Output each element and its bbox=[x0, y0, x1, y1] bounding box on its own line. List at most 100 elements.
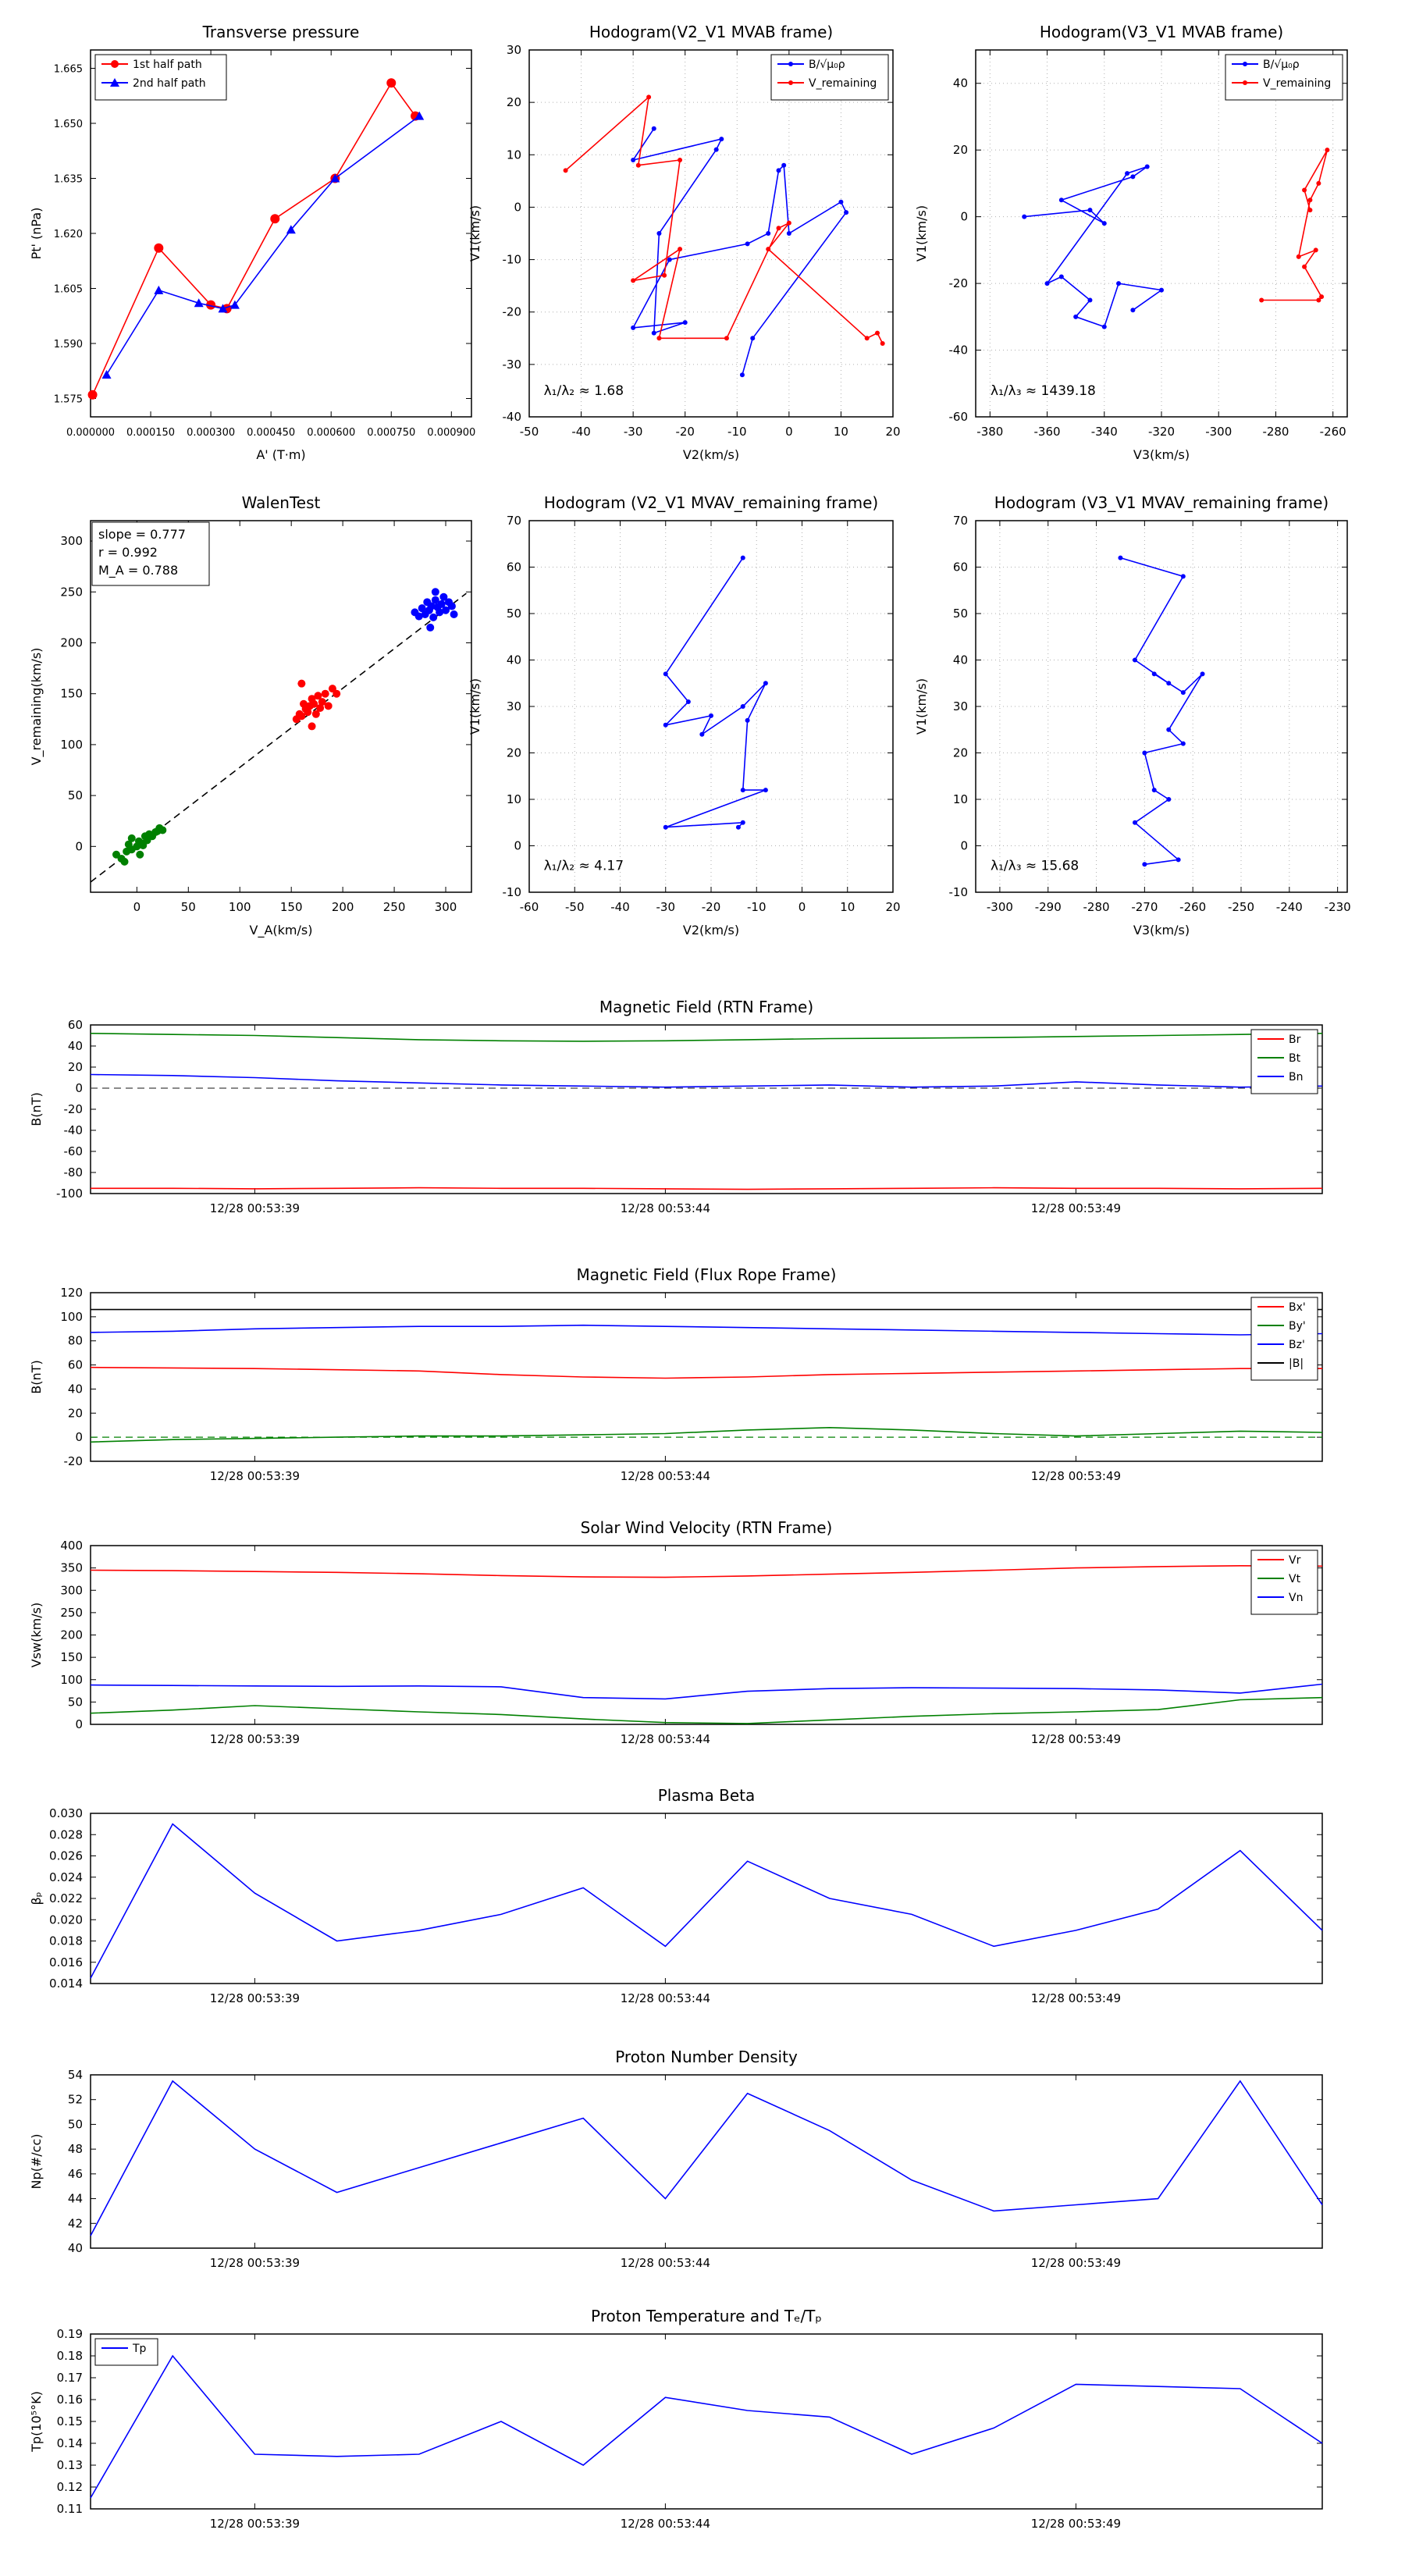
axes-frame bbox=[90, 1813, 1323, 1984]
marker-b-hodogram bbox=[786, 231, 791, 236]
marker-second-half-path bbox=[414, 111, 425, 120]
marker-cluster-red bbox=[316, 703, 325, 712]
x-tick-label: 0.000600 bbox=[307, 427, 355, 439]
y-tick-label: 30 bbox=[507, 699, 521, 713]
marker-v-remaining-hodogram bbox=[1302, 264, 1307, 269]
y-tick-label: 0 bbox=[514, 839, 521, 853]
legend-label: |B| bbox=[1289, 1357, 1304, 1370]
marker-v-remaining-hodogram bbox=[631, 278, 636, 283]
y-tick-label: 44 bbox=[68, 2192, 83, 2206]
marker-b-hodogram bbox=[766, 231, 771, 236]
y-tick-label: 50 bbox=[68, 2117, 83, 2131]
plot-title: Hodogram(V2_V1 MVAB frame) bbox=[589, 23, 833, 41]
y-tick-label: 0.022 bbox=[49, 1891, 83, 1905]
marker-b-hodogram bbox=[1058, 274, 1064, 279]
y-axis-label: B(nT) bbox=[29, 1092, 44, 1126]
series-b-hodogram bbox=[1024, 165, 1164, 328]
marker-b-hodogram bbox=[838, 199, 844, 205]
plot-hodogram-v3v1-mvav: -300 -290 -280 -270 -260 -250 -240 -230 -10 0 10 20… bbox=[914, 493, 1351, 938]
legend-label: Bz' bbox=[1289, 1339, 1305, 1351]
x-axis-label: A' (T·m) bbox=[256, 447, 305, 462]
y-tick-label: 0 bbox=[75, 839, 83, 853]
x-tick-label: -230 bbox=[1325, 900, 1351, 914]
marker-v-remaining-hodogram bbox=[724, 336, 729, 341]
y-tick-label: 20 bbox=[953, 143, 968, 157]
x-tick-label: -280 bbox=[1262, 425, 1289, 439]
plot-title: WalenTest bbox=[242, 493, 321, 512]
marker-cluster-blue bbox=[426, 623, 435, 632]
marker-cluster-blue bbox=[442, 606, 450, 614]
x-tick-label: -260 bbox=[1179, 900, 1206, 914]
axes-frame bbox=[90, 2074, 1323, 2249]
marker-second-half-path bbox=[101, 369, 112, 379]
plot-walen-test: 0 50 100 150 200 250 300 0 50 100 150 200 250 300 Wale… bbox=[29, 493, 472, 938]
marker-b-hodogram bbox=[1118, 555, 1123, 560]
y-tick-label: 40 bbox=[68, 2241, 83, 2255]
marker-second-half-path bbox=[330, 173, 340, 183]
marker-b-hodogram bbox=[1142, 750, 1147, 756]
x-tick-label: -10 bbox=[747, 900, 767, 914]
marker-b-hodogram bbox=[1130, 308, 1136, 313]
x-tick-label: -10 bbox=[727, 425, 747, 439]
stats-line: r = 0.992 bbox=[98, 545, 158, 560]
marker-cluster-red bbox=[321, 689, 329, 698]
marker-cluster-blue bbox=[429, 613, 438, 621]
axes-frame bbox=[90, 1024, 1323, 1194]
legend-label: Bn bbox=[1289, 1071, 1303, 1083]
plot-hodogram-v3v1-mvab: -380 -360 -340 -320 -300 -280 -260 -60 -40 -20 0 20… bbox=[914, 23, 1348, 462]
series-Bn bbox=[90, 1073, 1323, 1088]
x-tick-label: -50 bbox=[520, 425, 539, 439]
marker-b-hodogram bbox=[656, 231, 662, 236]
x-tick-label: -300 bbox=[987, 900, 1013, 914]
y-tick-label: 0.020 bbox=[49, 1912, 83, 1927]
plot-title: Hodogram(V3_V1 MVAB frame) bbox=[1040, 23, 1283, 41]
series-By bbox=[90, 1426, 1323, 1443]
x-tick-label: -260 bbox=[1320, 425, 1346, 439]
series-Bt bbox=[90, 1033, 1323, 1042]
x-tick-label: 0.000150 bbox=[126, 427, 175, 439]
marker-cluster-green bbox=[158, 826, 167, 834]
marker-v-remaining-hodogram bbox=[875, 330, 880, 336]
marker-b-hodogram bbox=[651, 126, 656, 131]
x-tick-label: -60 bbox=[520, 900, 539, 914]
legend-label: Vr bbox=[1289, 1554, 1301, 1567]
x-tick-label: 12/28 00:53:44 bbox=[621, 1732, 710, 1746]
marker-v-remaining-hodogram bbox=[864, 336, 870, 341]
marker-b-hodogram bbox=[1101, 324, 1107, 329]
y-tick-label: 0 bbox=[75, 1717, 83, 1731]
marker-b-hodogram bbox=[745, 717, 750, 723]
marker-cluster-blue bbox=[436, 608, 444, 617]
marker-v-remaining-hodogram bbox=[1307, 208, 1313, 213]
y-axis-label: V1(km/s) bbox=[914, 205, 929, 262]
marker-b-hodogram bbox=[1180, 574, 1186, 579]
y-tick-label: 0.016 bbox=[49, 1955, 83, 1969]
marker-second-half-path bbox=[154, 285, 164, 294]
x-tick-label: 12/28 00:53:39 bbox=[210, 2517, 300, 2531]
plot-title: Transverse pressure bbox=[202, 23, 360, 41]
y-tick-label: 150 bbox=[60, 687, 83, 701]
marker-v-remaining-hodogram bbox=[1307, 197, 1313, 203]
x-tick-label: -30 bbox=[624, 425, 643, 439]
x-tick-label: -270 bbox=[1131, 900, 1158, 914]
x-tick-label: 20 bbox=[885, 425, 900, 439]
x-tick-label: 12/28 00:53:49 bbox=[1031, 1732, 1121, 1746]
y-tick-label: 0 bbox=[75, 1430, 83, 1444]
y-tick-label: 50 bbox=[68, 788, 83, 802]
legend-box bbox=[1250, 1550, 1318, 1615]
plot-title: Solar Wind Velocity (RTN Frame) bbox=[581, 1518, 833, 1537]
y-tick-label: 1.635 bbox=[54, 174, 83, 186]
x-tick-label: -320 bbox=[1148, 425, 1175, 439]
y-tick-label: 0.16 bbox=[57, 2393, 83, 2407]
y-tick-label: 300 bbox=[60, 534, 83, 548]
marker-b-hodogram bbox=[709, 713, 713, 718]
y-tick-label: -80 bbox=[64, 1165, 84, 1179]
series-v-remaining-hodogram bbox=[565, 95, 884, 344]
y-tick-label: 100 bbox=[60, 1673, 83, 1687]
x-tick-label: -250 bbox=[1228, 900, 1254, 914]
marker-b-hodogram bbox=[1166, 727, 1172, 732]
legend-label: Tp bbox=[132, 2343, 147, 2355]
marker-v-remaining-hodogram bbox=[646, 94, 652, 100]
marker-first-half-path bbox=[206, 300, 216, 310]
y-tick-label: 40 bbox=[953, 653, 968, 667]
marker-b-hodogram bbox=[713, 147, 719, 152]
